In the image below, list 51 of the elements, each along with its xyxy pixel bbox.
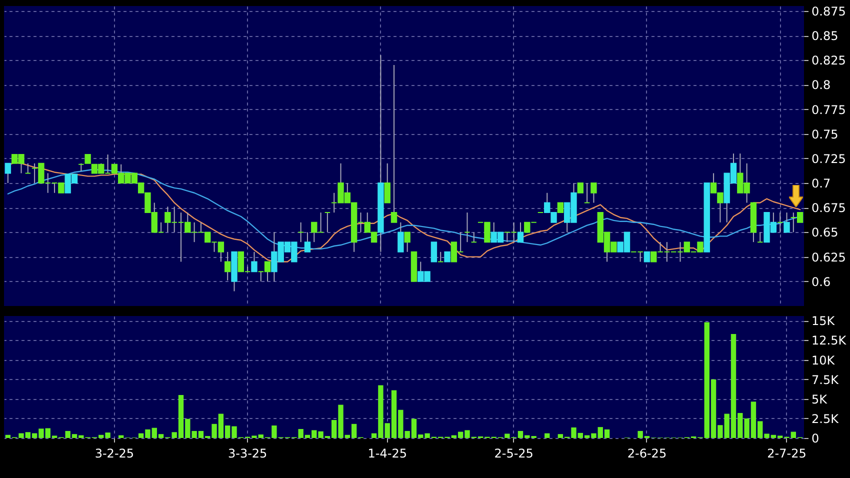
y-tick-label: 0.65	[812, 226, 838, 240]
y-tick-label: 0.75	[812, 127, 838, 142]
candlestick	[464, 212, 470, 243]
y-tick-label: 12.5K	[812, 334, 848, 348]
candlestick	[24, 162, 31, 174]
candlestick	[557, 202, 564, 214]
candlestick	[398, 222, 404, 252]
y-tick-label: 15K	[812, 314, 836, 328]
candlestick	[470, 232, 477, 243]
y-tick-label: 0.825	[812, 54, 846, 68]
candlestick	[304, 232, 311, 252]
y-tick-label: 10K	[812, 353, 836, 368]
candlestick	[4, 162, 12, 184]
candlestick	[590, 182, 597, 204]
y-tick-label: 0.725	[812, 152, 846, 166]
candlestick	[777, 212, 784, 233]
y-tick-label: 0.6	[812, 274, 831, 289]
y-tick-label: 0.675	[812, 201, 846, 216]
x-tick-label: 3-2-25	[94, 446, 134, 460]
candlestick	[224, 251, 231, 281]
candlestick	[644, 251, 650, 262]
candlestick	[444, 251, 450, 262]
candlestick	[390, 64, 398, 223]
y-tick-label: 5K	[812, 392, 828, 406]
candlestick	[438, 251, 444, 262]
candlestick	[517, 222, 524, 243]
candlestick	[251, 251, 258, 272]
candlestick	[324, 212, 331, 233]
candlestick	[584, 182, 590, 204]
candlestick	[430, 242, 438, 262]
bar	[544, 433, 550, 438]
candlestick	[784, 212, 790, 233]
y-tick-label: 0.775	[812, 102, 846, 117]
x-tick-label: 2-6-25	[627, 446, 667, 460]
y-tick-label: 0.85	[812, 29, 838, 44]
y-tick-label: 0.875	[812, 4, 846, 18]
candlestick	[298, 222, 304, 243]
candlestick	[757, 232, 764, 243]
x-tick-label: 2-7-25	[767, 446, 806, 460]
candlestick	[404, 232, 410, 252]
y-tick-label: 0.625	[812, 250, 846, 264]
x-tick-label: 2-5-25	[494, 446, 534, 460]
y-tick-label: 2.5K	[812, 412, 840, 426]
x-tick-label: 1-4-25	[368, 446, 407, 460]
y-tick-label: 0.8	[812, 78, 831, 92]
candlestick	[577, 182, 584, 194]
y-tick-label: 0.7	[812, 176, 831, 191]
y-tick-label: 7.5K	[812, 372, 840, 387]
candlestick	[384, 162, 390, 204]
x-tick-label: 3-3-25	[228, 446, 268, 460]
y-tick-label: 0	[812, 432, 820, 446]
